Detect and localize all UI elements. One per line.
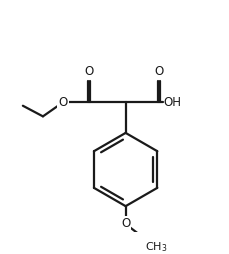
- Text: CH$_3$: CH$_3$: [144, 240, 166, 254]
- Text: O: O: [153, 65, 163, 78]
- Text: O: O: [58, 96, 67, 109]
- Text: O: O: [84, 65, 93, 78]
- Text: O: O: [120, 217, 130, 230]
- Text: OH: OH: [163, 96, 181, 109]
